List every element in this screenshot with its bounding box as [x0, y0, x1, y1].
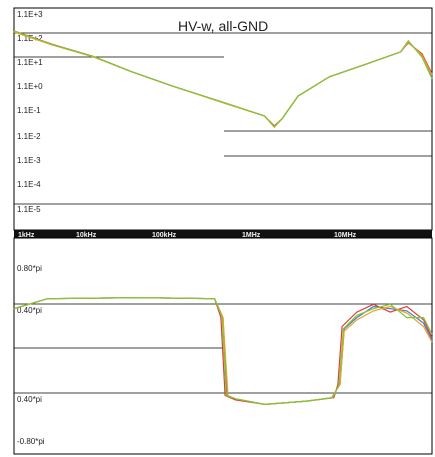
- xtick-4: 10MHz: [334, 232, 357, 239]
- mag-ytick-2: 1.1E+1: [17, 58, 43, 67]
- magnitude-frame: [13, 7, 433, 231]
- phase-series: [13, 296, 433, 406]
- mag-ytick-1: 1.1E+2: [17, 34, 43, 43]
- xtick-3: 1MHz: [242, 232, 261, 239]
- magnitude-series-line: [13, 30, 433, 127]
- xtick-1: 10kHz: [76, 232, 97, 239]
- mag-ytick-7: 1.1E-4: [17, 180, 41, 189]
- phase-panel: 0.80*pi 0.40*pi 0.40*pi -0.80*pi: [13, 237, 433, 455]
- xtick-2: 100kHz: [152, 232, 177, 239]
- phase-series-line: [13, 296, 433, 406]
- mag-ytick-4: 1.1E-1: [17, 106, 41, 115]
- phase-ytick-1: 0.40*pi: [17, 306, 42, 315]
- magnitude-panel: HV-w, all-GND 1.1E+3 1.1E+2 1.1E+1 1.1E+…: [13, 7, 433, 231]
- magnitude-series-line: [13, 30, 433, 128]
- mag-ytick-0: 1.1E+3: [17, 10, 43, 19]
- magnitude-series-line: [13, 31, 433, 129]
- magnitude-series-line: [13, 30, 433, 128]
- mag-ytick-3: 1.1E+0: [17, 82, 43, 91]
- mag-ytick-5: 1.1E-2: [17, 132, 41, 141]
- phase-frame: [13, 237, 433, 455]
- x-axis-band: [14, 230, 432, 238]
- chart-title: HV-w, all-GND: [178, 18, 268, 34]
- mag-ytick-8: 1.1E-5: [17, 205, 41, 214]
- phase-ytick-2: 0.40*pi: [17, 395, 42, 404]
- xtick-0: 1kHz: [18, 232, 35, 239]
- phase-ytick-3: -0.80*pi: [17, 437, 45, 446]
- mag-ytick-6: 1.1E-3: [17, 156, 41, 165]
- phase-ytick-0: 0.80*pi: [17, 264, 42, 273]
- magnitude-series: [13, 30, 433, 129]
